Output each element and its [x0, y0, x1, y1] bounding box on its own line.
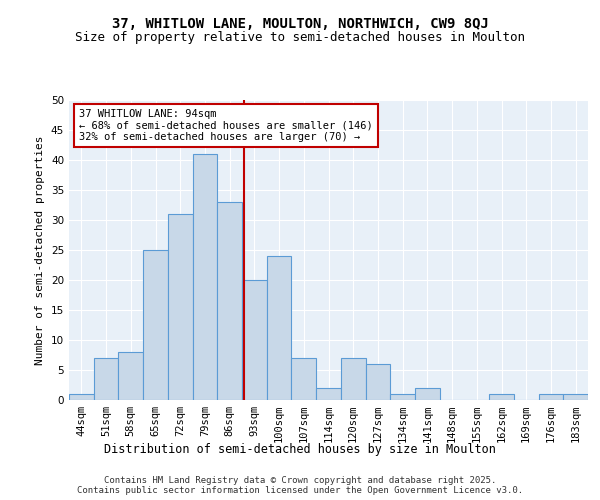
Bar	[143, 250, 168, 400]
Bar	[217, 202, 242, 400]
Y-axis label: Number of semi-detached properties: Number of semi-detached properties	[35, 135, 46, 365]
Bar	[489, 394, 514, 400]
Bar	[69, 394, 94, 400]
Bar	[390, 394, 415, 400]
Bar	[94, 358, 118, 400]
Text: Distribution of semi-detached houses by size in Moulton: Distribution of semi-detached houses by …	[104, 442, 496, 456]
Bar	[267, 256, 292, 400]
Bar	[193, 154, 217, 400]
Bar	[316, 388, 341, 400]
Bar	[242, 280, 267, 400]
Bar	[341, 358, 365, 400]
Text: 37, WHITLOW LANE, MOULTON, NORTHWICH, CW9 8QJ: 37, WHITLOW LANE, MOULTON, NORTHWICH, CW…	[112, 18, 488, 32]
Bar	[539, 394, 563, 400]
Text: Contains HM Land Registry data © Crown copyright and database right 2025.
Contai: Contains HM Land Registry data © Crown c…	[77, 476, 523, 495]
Text: Size of property relative to semi-detached houses in Moulton: Size of property relative to semi-detach…	[75, 31, 525, 44]
Bar	[365, 364, 390, 400]
Bar	[563, 394, 588, 400]
Bar	[292, 358, 316, 400]
Bar	[415, 388, 440, 400]
Bar	[168, 214, 193, 400]
Text: 37 WHITLOW LANE: 94sqm
← 68% of semi-detached houses are smaller (146)
32% of se: 37 WHITLOW LANE: 94sqm ← 68% of semi-det…	[79, 109, 373, 142]
Bar	[118, 352, 143, 400]
